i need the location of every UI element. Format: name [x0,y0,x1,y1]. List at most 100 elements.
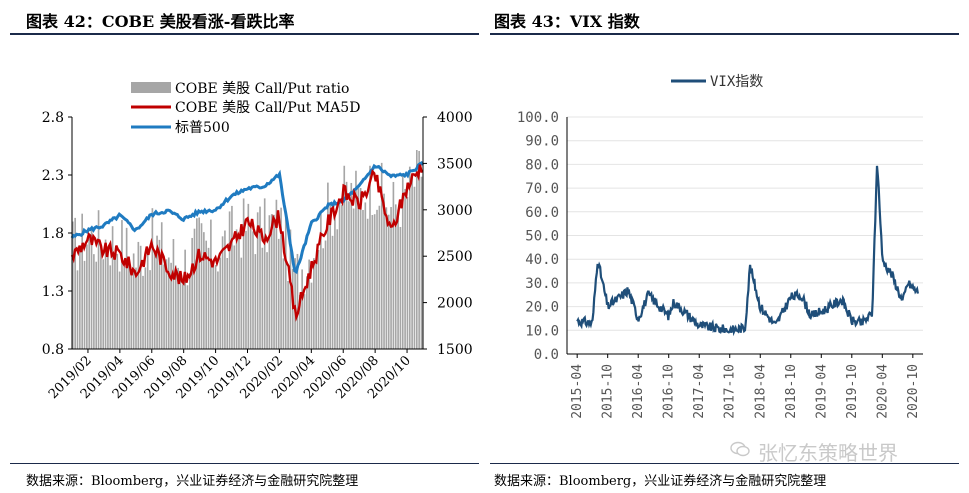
ratio-bar [345,181,348,349]
ratio-bar [102,259,105,349]
ratio-bar [100,245,102,349]
ratio-bar [74,217,76,349]
ratio-bar [245,230,247,349]
ratio-bar [228,211,231,349]
ratio-bar [369,165,371,349]
ratio-bar [280,207,282,349]
ratio-bar [420,176,423,349]
ratio-bar [249,222,252,349]
ratio-bar [399,226,402,349]
vix-y-tick-label: 70.0 [525,181,559,197]
ratio-bar [392,181,395,349]
ratio-bar [210,219,212,349]
ratio-bar [418,150,420,349]
ratio-bar [415,150,418,349]
ratio-bar [118,271,121,349]
ratio-bar [266,252,268,349]
ratio-bar [193,228,196,349]
vix-x-tick-label: 2020-10 [906,364,921,419]
ratio-bar [151,208,154,349]
vix-legend: VIX指数 [671,74,763,90]
ratio-bar [242,198,245,349]
ratio-bar [408,166,411,349]
right-source-rule [490,463,959,464]
ma5d-line [70,164,424,322]
ratio-bar [109,265,112,349]
vix-y-tick-label: 60.0 [525,205,559,221]
vix-line [576,165,919,337]
ratio-bar [116,253,119,349]
ratio-bar [158,239,161,349]
ratio-bar [142,275,144,349]
right-chart-title: 图表 43：VIX 指数 [494,12,640,31]
ratio-bar [359,188,362,349]
spx-line [70,160,425,275]
wechat-icon [730,441,750,457]
vix-x-tick-label: 2018-10 [784,364,799,419]
ratio-bar [203,232,205,349]
ratio-bar [144,267,147,349]
ratio-bar [404,189,406,349]
ratio-bar [411,176,413,349]
left-source-note: 数据来源：Bloomberg，兴业证券经济与金融研究院整理 [26,474,359,489]
ratio-bar [167,257,170,349]
ratio-bar [114,253,116,349]
vix-x-tick-label: 2019-04 [814,364,829,419]
left-title-rule [10,33,479,35]
ratio-bar [338,203,341,349]
y-left-tick-label: 2.3 [42,168,64,184]
ratio-bar [308,259,310,349]
ratio-bar [397,209,399,349]
y-right-tick-label: 4000 [437,110,473,126]
ratio-bar [327,182,329,349]
vix-x-tick-label: 2018-04 [753,364,768,419]
ratio-bar [270,214,273,349]
ratio-bar [306,276,308,349]
ratio-bar [224,230,226,349]
ratio-bar [263,198,266,349]
vix-grid [567,116,923,355]
vix-x-tick-label: 2015-04 [570,364,585,419]
ratio-bar [149,270,151,349]
ratio-bar [406,196,409,349]
left-x-ticks: 2019/022019/042019/062019/082019/102019/… [46,349,414,402]
ratio-bar [137,241,140,349]
ratio-bar [226,257,229,349]
ratio-bar [107,253,109,349]
ratio-bar [81,213,83,349]
ratio-bar [284,211,287,349]
ratio-bar [373,214,376,349]
ratio-bar [174,265,177,349]
vix-y-tick-label: 10.0 [525,323,559,339]
y-left-tick-label: 1.3 [42,284,64,300]
ratio-bar [132,253,135,349]
ratio-bar [79,248,81,349]
left-legend: COBE 美股 Call/Put ratio COBE 美股 Call/Put … [131,81,360,136]
ratio-bar [385,207,388,349]
ratio-bar [163,264,165,349]
ratio-bar [357,184,360,349]
ratio-bar [156,235,158,349]
y-right-tick-label: 1500 [437,342,473,358]
left-bars-group [72,150,423,349]
ratio-bar [95,261,98,349]
ratio-bar [160,222,163,349]
vix-x-tick-label: 2016-04 [631,364,646,419]
ratio-bar [287,280,289,349]
y-left-tick-label: 1.8 [42,226,64,242]
ratio-bar [324,240,327,349]
legend-swatch-bars [131,82,171,93]
ratio-bar [401,175,404,349]
ratio-bar [219,257,222,349]
ratio-bar [128,256,130,349]
ratio-bar [310,282,313,349]
right-source-note: 数据来源：Bloomberg，兴业证券经济与金融研究院整理 [494,474,827,489]
ratio-bar [88,235,91,349]
y-right-tick-label: 2000 [437,296,473,312]
ratio-bar [111,226,114,349]
ratio-bar [348,201,350,349]
ratio-bar [196,218,198,349]
ratio-bar [165,259,168,349]
ratio-bar [177,267,179,349]
